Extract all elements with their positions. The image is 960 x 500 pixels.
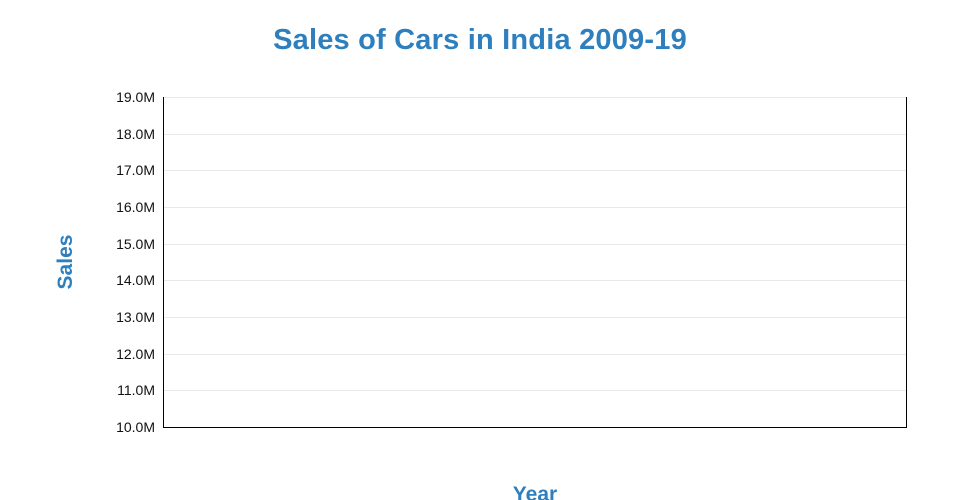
y-axis-tick-labels: 19.0M 18.0M 17.0M 16.0M 15.0M 14.0M 13.0M 12.0M… (0, 0, 155, 500)
y-tick-label: 18.0M (116, 125, 155, 142)
gridline (164, 280, 906, 282)
gridline (164, 170, 906, 172)
gridline (164, 97, 906, 98)
y-tick-label: 10.0M (116, 419, 155, 435)
gridline (164, 207, 906, 208)
y-tick-label: 14.0M (116, 272, 155, 289)
x-axis-title: Year (512, 483, 558, 500)
y-tick-label: 16.0M (116, 199, 155, 215)
y-tick-label: 11.0M (117, 382, 155, 399)
plot-area[interactable] (163, 97, 907, 428)
gridline (164, 317, 906, 318)
gridline (164, 353, 906, 355)
gridline (164, 243, 906, 245)
gridline (164, 390, 906, 392)
y-tick-label: 15.0M (116, 235, 155, 252)
y-tick-label: 13.0M (116, 309, 155, 325)
gridline (164, 133, 906, 135)
y-tick-label: 12.0M (116, 345, 155, 362)
y-tick-label: 19.0M (116, 89, 155, 105)
y-tick-label: 17.0M (116, 162, 155, 179)
chart-title: Sales of Cars in India 2009-19 (273, 24, 687, 56)
